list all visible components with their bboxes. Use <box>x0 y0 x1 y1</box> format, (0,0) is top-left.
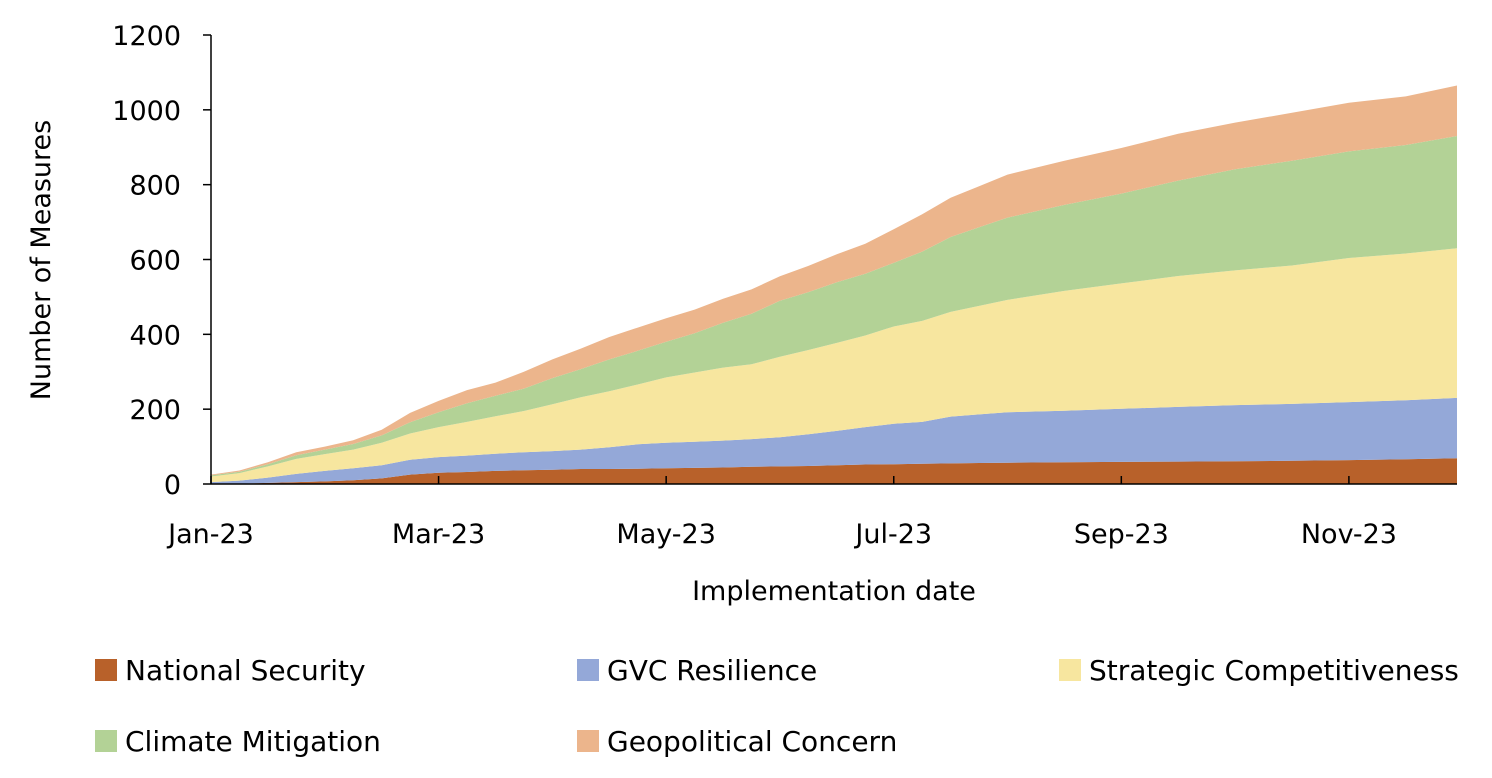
y-ticks: 0 200 400 600 800 1000 1200 <box>112 21 211 501</box>
y-tick-label: 200 <box>129 395 181 426</box>
legend-item: National Security <box>95 654 366 687</box>
x-tick-label: Sep-23 <box>1074 519 1169 550</box>
y-tick-label: 600 <box>129 246 181 277</box>
y-tick-label: 800 <box>129 171 181 202</box>
y-tick-label: 0 <box>164 470 181 501</box>
x-tick-label: Jul-23 <box>853 519 932 550</box>
legend-swatch <box>577 659 599 681</box>
y-tick-label: 1200 <box>112 21 181 52</box>
legend-label: Geopolitical Concern <box>607 725 897 758</box>
x-tick-label: Jan-23 <box>166 519 254 550</box>
legend-swatch <box>1059 659 1081 681</box>
legend-label: Strategic Competitiveness <box>1089 654 1459 687</box>
area-series-1 <box>211 458 1457 484</box>
area-series-4 <box>211 136 1457 477</box>
area-layers <box>211 85 1457 484</box>
x-tick-label: Nov-23 <box>1301 519 1397 550</box>
x-tick-label: May-23 <box>616 519 715 550</box>
y-tick-label: 400 <box>129 320 181 351</box>
legend-swatch <box>577 730 599 752</box>
legend-label: Climate Mitigation <box>125 725 381 758</box>
legend-swatch <box>95 659 117 681</box>
legend-item: Strategic Competitiveness <box>1059 654 1459 687</box>
legend-label: GVC Resilience <box>607 654 817 687</box>
x-ticks: Jan-23 Mar-23 May-23 Jul-23 Sep-23 Nov-23 <box>166 476 1397 550</box>
legend-swatch <box>95 730 117 752</box>
area-series-2 <box>211 397 1457 484</box>
legend: National Security GVC Resilience Strategic… <box>95 654 1459 758</box>
legend-item: Geopolitical Concern <box>577 725 897 758</box>
y-axis-title: Number of Measures <box>26 120 57 400</box>
y-tick-label: 1000 <box>112 96 181 127</box>
x-tick-label: Mar-23 <box>392 519 485 550</box>
legend-item: GVC Resilience <box>577 654 817 687</box>
area-series-3 <box>211 248 1457 483</box>
legend-item: Climate Mitigation <box>95 725 381 758</box>
area-series-5 <box>211 85 1457 476</box>
x-axis-title: Implementation date <box>692 576 976 607</box>
legend-label: National Security <box>125 654 366 687</box>
